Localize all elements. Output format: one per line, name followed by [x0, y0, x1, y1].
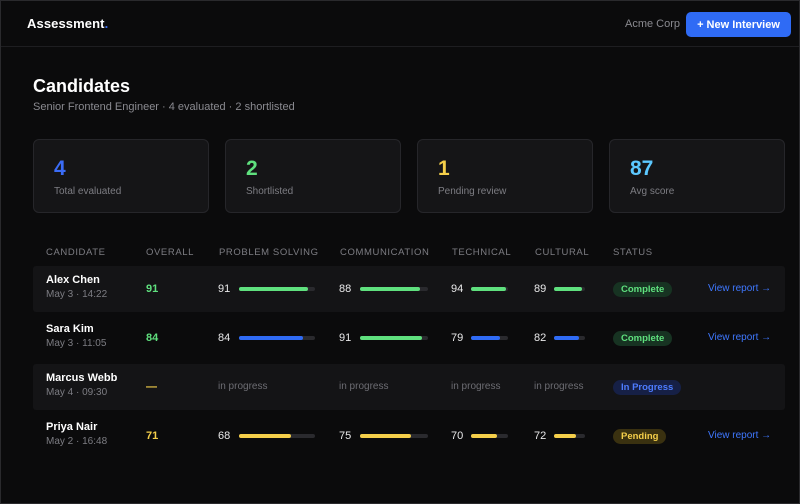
column-header-status[interactable]: STATUS: [613, 247, 653, 258]
score-bar-fill: [471, 434, 497, 438]
column-header-technical[interactable]: TECHNICAL: [452, 247, 512, 258]
metric-score: 79: [451, 332, 464, 344]
metric-score: 82: [534, 332, 547, 344]
company-name: Acme Corp: [625, 18, 681, 30]
score-bar-fill: [360, 434, 411, 438]
score-bar: [471, 434, 508, 438]
score-bar: [239, 434, 315, 438]
overall-score: 71: [146, 430, 159, 442]
score-bar-fill: [239, 287, 308, 291]
column-header-cultural[interactable]: CULTURAL: [535, 247, 590, 258]
status-badge: Pending: [613, 429, 667, 444]
metric-score: 70: [451, 430, 464, 442]
column-header-communication[interactable]: COMMUNICATION: [340, 247, 430, 258]
candidate-date: May 2 · 16:48: [46, 436, 108, 447]
score-bar: [239, 336, 315, 340]
column-header-problem-solving[interactable]: PROBLEM SOLVING: [219, 247, 319, 258]
status-badge: Complete: [613, 282, 673, 297]
overall-score: 91: [146, 283, 159, 295]
stat-card-pending-review: 1 Pending review: [417, 139, 593, 213]
score-bar: [554, 336, 585, 340]
candidate-name: Alex Chen: [46, 274, 100, 286]
candidate-date: May 4 · 09:30: [46, 387, 108, 398]
metric-score: 72: [534, 430, 547, 442]
score-bar: [471, 336, 508, 340]
score-bar: [554, 287, 585, 291]
candidate-name: Priya Nair: [46, 421, 98, 433]
column-header-candidate[interactable]: CANDIDATE: [46, 247, 106, 258]
score-bar: [239, 287, 315, 291]
score-bar-fill: [554, 434, 576, 438]
stat-value: 87: [630, 157, 654, 180]
view-report-link[interactable]: View report →: [708, 283, 772, 294]
candidate-name: Marcus Webb: [46, 372, 118, 384]
page-subtitle: Senior Frontend Engineer · 4 evaluated ·…: [33, 101, 295, 113]
stat-value: 1: [438, 157, 450, 180]
score-bar: [471, 287, 508, 291]
view-report-link[interactable]: View report →: [708, 430, 772, 441]
score-bar-fill: [554, 287, 582, 291]
in-progress-text: in progress: [218, 381, 268, 392]
score-bar-fill: [471, 336, 500, 340]
stat-label: Pending review: [438, 186, 507, 197]
status-badge: In Progress: [613, 380, 682, 395]
score-bar-fill: [239, 336, 303, 340]
column-header-overall[interactable]: OVERALL: [146, 247, 195, 258]
metric-score: 94: [451, 283, 464, 295]
top-bar: Assessment. Acme Corp + New Interview: [1, 1, 799, 47]
score-bar-fill: [360, 336, 422, 340]
stat-label: Shortlisted: [246, 186, 294, 197]
score-bar-fill: [554, 336, 579, 340]
score-bar: [554, 434, 585, 438]
metric-score: 68: [218, 430, 231, 442]
table-row[interactable]: Alex Chen May 3 · 14:22 91 91 88 94 89 Complete…: [33, 266, 785, 312]
score-bar-fill: [360, 287, 420, 291]
stat-card-total-evaluated: 4 Total evaluated: [33, 139, 209, 213]
metric-score: 91: [339, 332, 352, 344]
in-progress-text: in progress: [451, 381, 501, 392]
stat-value: 2: [246, 157, 258, 180]
metric-score: 89: [534, 283, 547, 295]
metric-score: 75: [339, 430, 352, 442]
brand-logo[interactable]: Assessment.: [27, 16, 109, 31]
score-bar: [360, 336, 428, 340]
table-row[interactable]: Marcus Webb May 4 · 09:30 — in progress in p…: [33, 364, 785, 410]
status-badge: Complete: [613, 331, 673, 346]
score-bar: [360, 434, 428, 438]
metric-score: 84: [218, 332, 231, 344]
page-title: Candidates: [33, 76, 131, 96]
stat-card-avg-score: 87 Avg score: [609, 139, 785, 213]
candidate-date: May 3 · 11:05: [46, 338, 107, 349]
table-row[interactable]: Sara Kim May 3 · 11:05 84 84 91 79 82 Complete V…: [33, 315, 785, 361]
in-progress-text: in progress: [339, 381, 389, 392]
stat-label: Avg score: [630, 186, 675, 197]
stat-label: Total evaluated: [54, 186, 122, 197]
score-bar-fill: [471, 287, 506, 291]
metric-score: 91: [218, 283, 231, 295]
table-row[interactable]: Priya Nair May 2 · 16:48 71 68 75 70 72 Pending…: [33, 413, 785, 459]
stat-value: 4: [54, 157, 66, 180]
candidate-date: May 3 · 14:22: [46, 289, 108, 300]
candidate-name: Sara Kim: [46, 323, 94, 335]
stat-card-shortlisted: 2 Shortlisted: [225, 139, 401, 213]
view-report-link[interactable]: View report →: [708, 332, 772, 343]
metric-score: 88: [339, 283, 352, 295]
new-interview-button[interactable]: + New Interview: [686, 12, 791, 37]
score-bar-fill: [239, 434, 291, 438]
score-bar: [360, 287, 428, 291]
in-progress-text: in progress: [534, 381, 584, 392]
overall-score: 84: [146, 332, 159, 344]
overall-score: —: [146, 381, 157, 393]
